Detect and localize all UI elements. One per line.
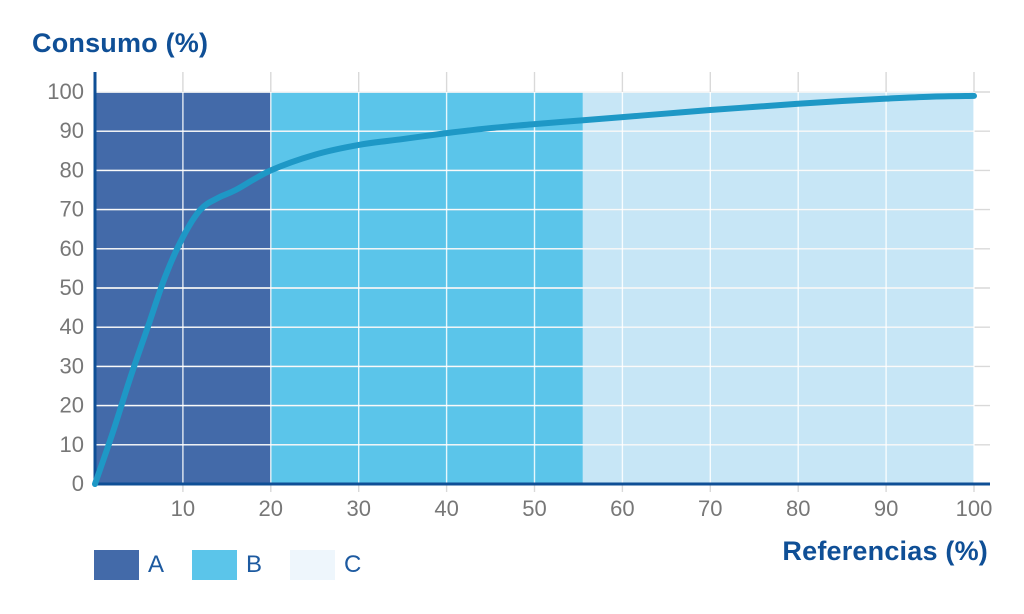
x-tick-label: 40	[434, 496, 458, 521]
series-line	[92, 92, 977, 487]
x-tick-label: 50	[522, 496, 546, 521]
x-axis-title: Referencias (%)	[782, 536, 988, 566]
legend-swatch-c	[290, 550, 336, 580]
legend-label-b: B	[246, 551, 263, 578]
legend-swatch-a	[94, 550, 139, 580]
grid-layer	[95, 72, 990, 492]
axis-layer	[93, 72, 990, 486]
y-tick-label: 50	[60, 275, 84, 300]
y-tick-label: 60	[60, 236, 84, 261]
legend-item-c: C	[290, 550, 361, 580]
x-tick-label: 80	[786, 496, 810, 521]
legend-item-b: B	[192, 550, 262, 580]
x-tick-label: 70	[698, 496, 722, 521]
x-tick-label: 30	[346, 496, 370, 521]
y-tick-label: 80	[60, 157, 84, 182]
x-tick-label: 100	[956, 496, 993, 521]
legend-swatch-b	[192, 550, 238, 580]
y-tick-label: 100	[47, 79, 84, 104]
x-tick-label: 60	[610, 496, 634, 521]
y-tick-label: 70	[60, 197, 84, 222]
y-tick-label: 20	[60, 393, 84, 418]
series-layer	[92, 92, 977, 487]
legend-label-c: C	[344, 551, 362, 578]
x-tick-label: 90	[874, 496, 898, 521]
y-tick-label: 40	[60, 314, 84, 339]
x-tick-label: 10	[171, 496, 195, 521]
x-tick-label: 20	[259, 496, 283, 521]
y-tick-label: 10	[60, 432, 84, 457]
legend: A B C	[94, 550, 389, 580]
y-tick-label: 0	[72, 471, 84, 496]
y-axis-title: Consumo (%)	[32, 28, 209, 58]
legend-label-a: A	[148, 551, 165, 578]
y-tick-label: 90	[60, 118, 84, 143]
tick-layer: 0 10 20 30 40 50 60 70 80 90 100 10 20 30 40 50 60 70 80 90…	[47, 79, 992, 521]
y-tick-label: 30	[60, 353, 84, 378]
legend-item-a: A	[94, 550, 164, 580]
